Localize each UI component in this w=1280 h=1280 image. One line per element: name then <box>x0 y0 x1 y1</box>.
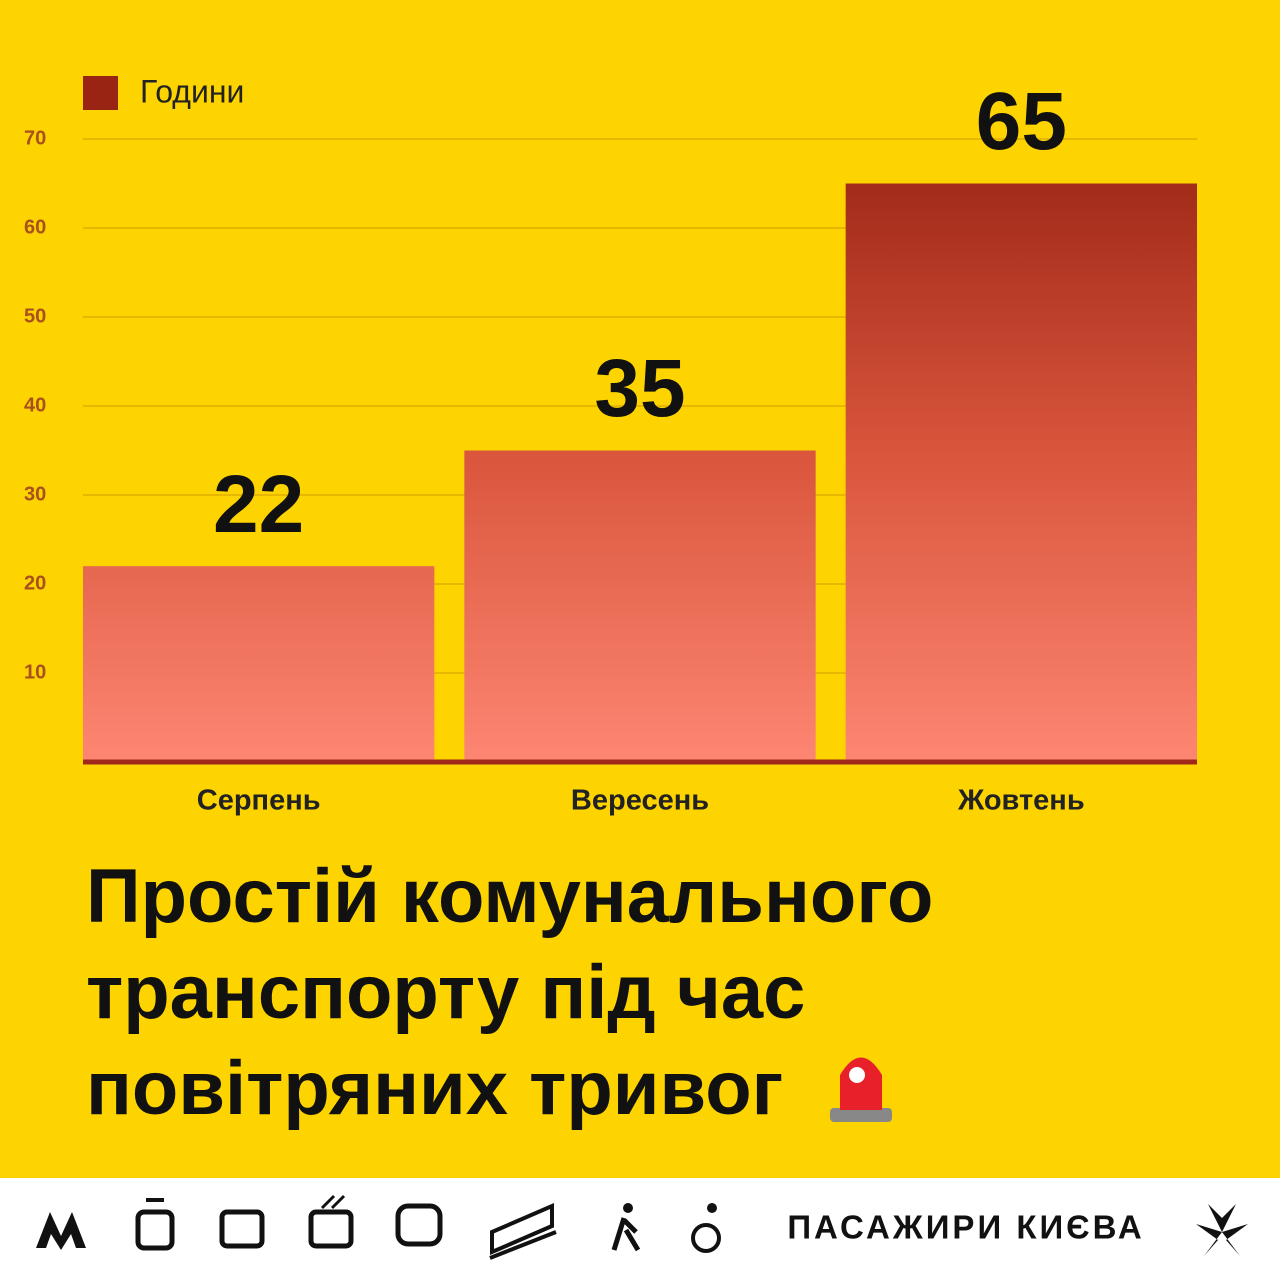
title-line: Простій комунального <box>86 854 933 939</box>
x-tick-label: Вересень <box>571 785 709 817</box>
y-tick-label: 10 <box>24 661 46 683</box>
legend-label: Години <box>140 73 244 109</box>
y-tick-label: 50 <box>24 305 46 327</box>
bar <box>83 566 435 762</box>
y-tick-label: 30 <box>24 483 46 505</box>
siren-icon <box>830 1057 892 1122</box>
x-tick-label: Серпень <box>197 785 321 817</box>
title-line: повітряних тривог <box>86 1046 783 1131</box>
transport-icons <box>36 1194 1248 1260</box>
value-label: 35 <box>594 343 685 434</box>
title: Простій комунального транспорту під час по… <box>86 854 933 1131</box>
footer-bar <box>0 1178 1280 1280</box>
brand-name: ПАСАЖИРИ КИЄВА <box>787 1209 1144 1246</box>
y-tick-label: 70 <box>24 127 46 149</box>
bar <box>845 183 1197 762</box>
x-tick-label: Жовтень <box>957 785 1085 817</box>
title-line: транспорту під час <box>86 950 805 1035</box>
value-label: 65 <box>976 76 1067 167</box>
y-tick-label: 40 <box>24 394 46 416</box>
y-tick-label: 60 <box>24 216 46 238</box>
bar <box>464 450 816 762</box>
value-label: 22 <box>213 459 304 550</box>
y-tick-label: 20 <box>24 572 46 594</box>
legend-swatch <box>83 76 118 110</box>
